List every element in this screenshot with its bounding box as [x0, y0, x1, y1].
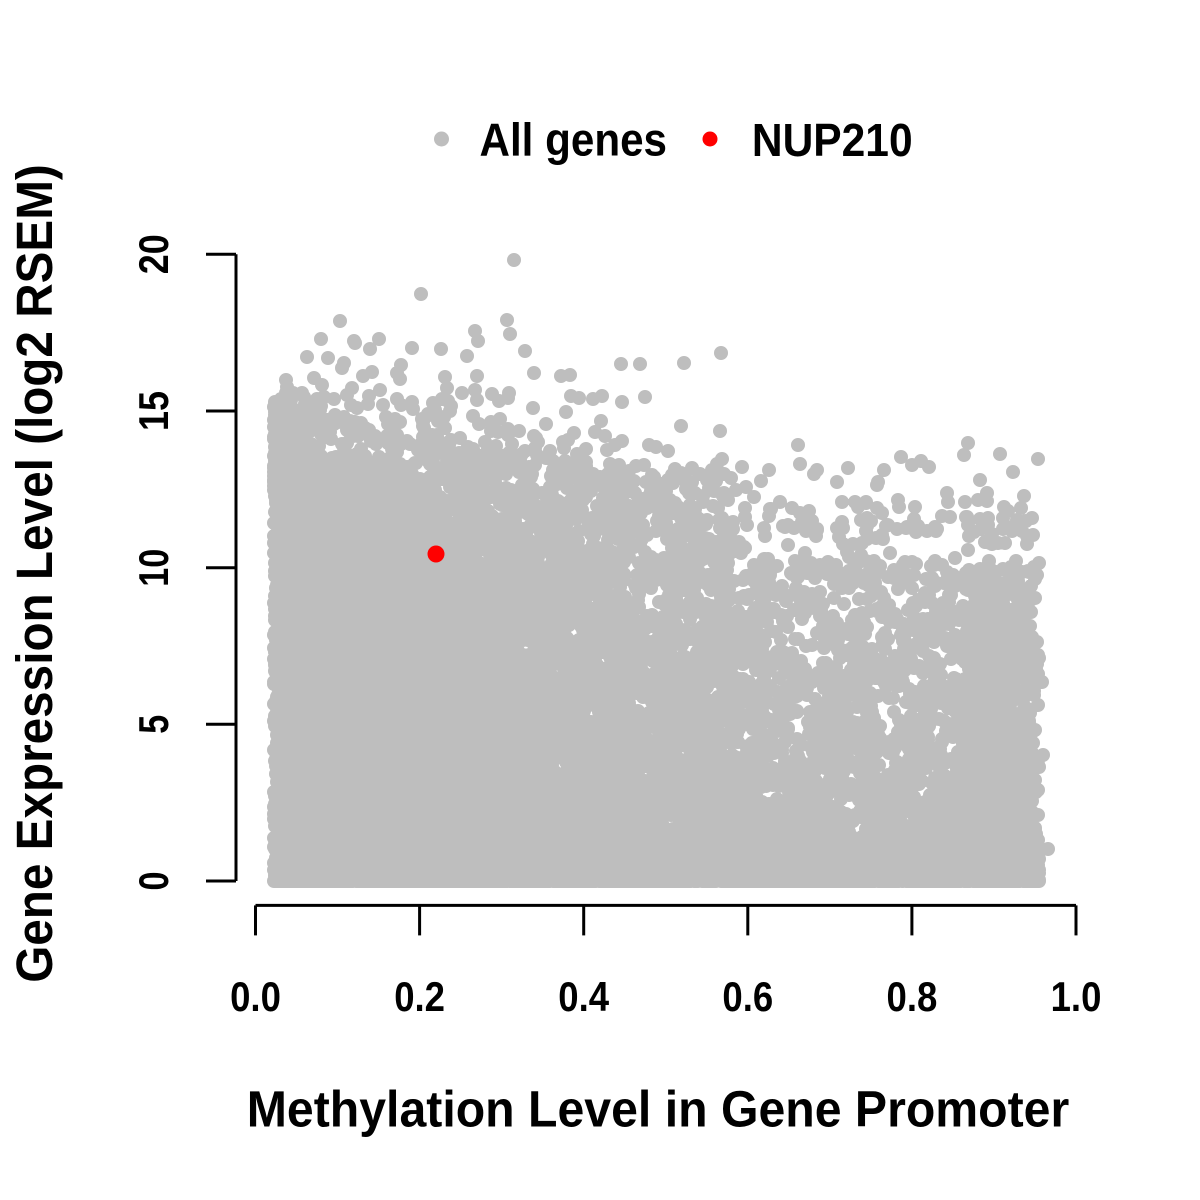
- svg-text:20: 20: [130, 234, 177, 274]
- svg-text:0.2: 0.2: [394, 973, 445, 1020]
- svg-text:All genes: All genes: [480, 114, 668, 166]
- svg-text:0.6: 0.6: [722, 973, 773, 1020]
- svg-text:0.4: 0.4: [558, 973, 609, 1020]
- svg-text:5: 5: [130, 715, 177, 734]
- svg-text:15: 15: [130, 391, 177, 431]
- svg-text:NUP210: NUP210: [752, 114, 913, 166]
- svg-text:Methylation Level in Gene Prom: Methylation Level in Gene Promoter: [247, 1080, 1070, 1137]
- svg-text:1.0: 1.0: [1051, 973, 1102, 1020]
- svg-text:10: 10: [130, 549, 177, 587]
- svg-text:0.0: 0.0: [230, 973, 281, 1020]
- svg-text:Gene Expression Level (log2 RS: Gene Expression Level (log2 RSEM): [6, 164, 63, 983]
- svg-text:0: 0: [130, 872, 177, 891]
- svg-text:0.8: 0.8: [887, 973, 938, 1020]
